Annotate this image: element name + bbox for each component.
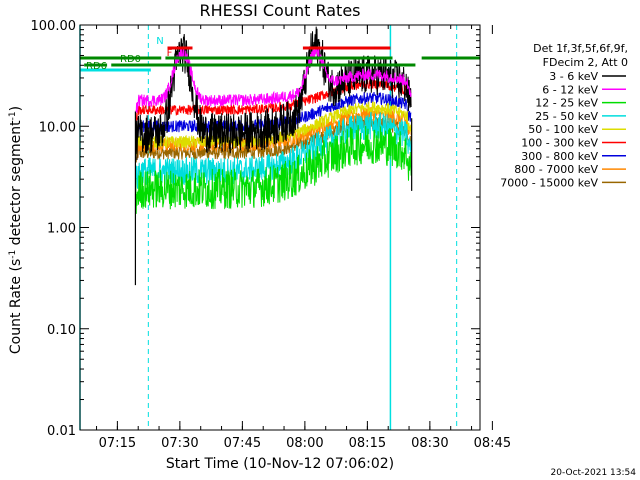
y-axis-label-exponent-2: -1 (8, 111, 18, 120)
legend-label-4: 25 - 50 keV (535, 110, 598, 123)
legend-label-6: 100 - 300 keV (521, 137, 598, 150)
plot-area: NF RD0 RD6 0.01 0.10 1.00 10.00 100.00 07:15 07:3… (31, 19, 512, 451)
legend-label-9: 7000 - 15000 keV (500, 176, 598, 189)
flag-label-rd0: RD0 (120, 54, 141, 65)
y-tick-label-1: 0.10 (47, 323, 76, 338)
x-tick-label-1: 07:30 (161, 436, 198, 451)
y-axis-label-main: Count Rate (s (8, 259, 24, 354)
series-line-6 (135, 77, 412, 122)
y-axis-label-middle: detector segment (8, 120, 24, 250)
legend-label-8: 800 - 7000 keV (514, 163, 598, 176)
legend-label-5: 50 - 100 keV (528, 123, 598, 136)
plot-frame (79, 24, 481, 431)
y-axis-label-exponent-1: -1 (8, 250, 18, 259)
series-line-1 (135, 26, 412, 161)
x-tick-label-0: 07:15 (99, 436, 136, 451)
x-tick-label-4: 08:15 (349, 436, 386, 451)
legend-header-0: Det 1f,3f,5f,6f,9f, (533, 42, 628, 55)
y-tick-label-2: 1.00 (47, 222, 76, 237)
flag-label-n: N (156, 36, 163, 47)
y-axis-label: Count Rate (s-1 detector segment-1) (8, 106, 24, 354)
legend-label-3: 12 - 25 keV (535, 97, 598, 110)
y-tick-label-4: 100.00 (31, 19, 77, 34)
legend-header-1: FDecim 2, Att 0 (543, 56, 628, 69)
x-tick-label-2: 07:45 (224, 436, 261, 451)
legend-label-2: 6 - 12 keV (542, 83, 598, 96)
x-axis-label: Start Time (10-Nov-12 07:06:02) (166, 456, 394, 472)
x-tick-label-5: 08:30 (411, 436, 448, 451)
flag-label-rd6: RD6 (86, 61, 107, 72)
series-line-3 (135, 125, 412, 214)
y-tick-label-3: 10.00 (39, 120, 76, 135)
x-tick-label-3: 08:00 (286, 436, 323, 451)
x-tick-label-6: 08:45 (474, 436, 511, 451)
chart-title: RHESSI Count Rates (200, 1, 361, 20)
timestamp: 20-Oct-2021 13:54 (551, 468, 637, 478)
flag-label-f: F (167, 48, 173, 59)
legend: Det 1f,3f,5f,6f,9f,FDecim 2, Att 03 - 6 … (500, 42, 628, 189)
y-axis-label-end: ) (8, 106, 24, 111)
y-tick-label-0: 0.01 (47, 424, 76, 439)
legend-label-7: 300 - 800 keV (521, 150, 598, 163)
legend-label-1: 3 - 6 keV (549, 70, 598, 83)
